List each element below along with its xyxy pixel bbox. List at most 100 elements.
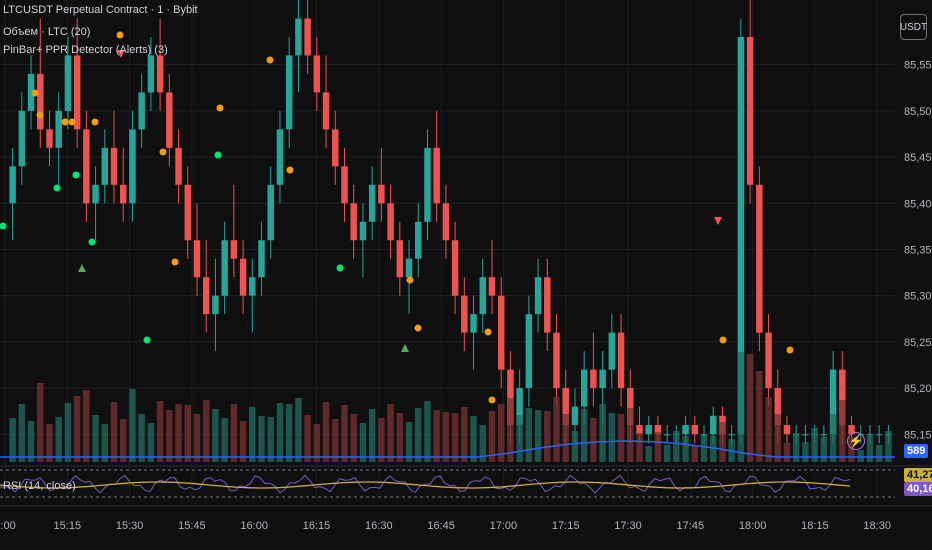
volume-bar — [83, 390, 90, 462]
candle-body — [617, 332, 625, 389]
x-tick-label: 16:00 — [240, 520, 268, 532]
volume-bar — [488, 411, 496, 462]
legend-indicator[interactable]: PinBar+ PPR Detector (Alerts) (3) — [3, 44, 168, 56]
pinbar-orange-marker — [414, 324, 422, 332]
candle-body — [599, 369, 606, 389]
candle-body — [875, 434, 883, 436]
candle-body — [839, 369, 846, 426]
volume-bar — [212, 409, 219, 462]
volume-ma-line — [0, 440, 895, 458]
x-tick-label: 16:15 — [303, 520, 331, 532]
legend-volume[interactable]: Объем · LTC (20) — [3, 26, 91, 38]
volume-bar — [470, 416, 477, 462]
volume-bar — [230, 404, 238, 462]
candle-body — [175, 147, 182, 185]
pinbar-orange-marker — [786, 346, 794, 354]
legend-symbol[interactable]: LTCUSDT Perpetual Contract · 1 · Bybit — [3, 4, 198, 16]
y-tick-label: 85,35 — [904, 244, 932, 256]
candle-body — [368, 184, 376, 222]
volume-bar — [156, 401, 164, 462]
y-tick-label: 85,50 — [904, 106, 932, 118]
candle-body — [221, 240, 228, 296]
volume-bar — [461, 407, 468, 462]
volume-bar — [691, 445, 699, 462]
volume-bar — [571, 431, 579, 462]
candle-body — [627, 388, 634, 426]
volume-bar — [756, 371, 763, 462]
pinbar-green-marker — [0, 222, 7, 230]
candle-body — [415, 221, 422, 259]
volume-bar — [544, 411, 551, 462]
volume-bar — [562, 414, 569, 462]
candle-body — [525, 314, 533, 389]
volume-bar — [64, 403, 72, 462]
volume-bar — [700, 435, 708, 462]
volume-bar — [184, 405, 191, 462]
signal-down-triangle — [714, 217, 722, 225]
candle-body — [378, 184, 385, 204]
volume-bar — [27, 421, 35, 462]
rsi-last-badge: 40,16 — [904, 482, 932, 496]
volume-bar — [92, 415, 99, 462]
candle-body — [202, 277, 210, 315]
volume-bar — [553, 397, 560, 462]
volume-bar — [285, 404, 293, 462]
volume-bar — [129, 389, 136, 462]
legend-rsi[interactable]: RSI (14, close) — [3, 480, 76, 492]
volume-bar — [405, 422, 413, 462]
pinbar-green-marker — [214, 151, 222, 159]
candle-body — [322, 92, 330, 130]
candle-body — [258, 240, 265, 278]
volume-bar — [304, 415, 311, 462]
candle-body — [433, 147, 440, 204]
y-tick-label: 85,30 — [904, 291, 932, 303]
candle-body — [682, 425, 689, 435]
candle-body — [156, 55, 164, 93]
volume-bar — [9, 418, 16, 462]
y-tick-label: 85,25 — [904, 337, 932, 349]
candle-body — [544, 277, 551, 333]
volume-bar — [599, 404, 606, 462]
volume-bar — [654, 432, 662, 462]
candle-body — [424, 147, 431, 222]
x-tick-label: 18:30 — [863, 520, 891, 532]
candle-body — [276, 129, 284, 185]
volume-bar — [627, 408, 634, 462]
x-tick-label: 17:45 — [677, 520, 705, 532]
candle-body — [27, 73, 35, 111]
flash-icon[interactable]: ⚡ — [847, 432, 865, 450]
candle-body — [46, 129, 53, 148]
candle-body — [691, 425, 699, 435]
candle-body — [9, 166, 16, 204]
candle-body — [359, 221, 367, 241]
volume-bar — [580, 409, 588, 462]
candle-body — [746, 36, 754, 185]
volume-bar — [636, 433, 643, 462]
pinbar-orange-marker — [266, 56, 274, 64]
x-tick-label: 15:30 — [116, 520, 144, 532]
currency-unit-button[interactable]: USDT — [900, 14, 927, 40]
candle-body — [451, 240, 459, 296]
volume-bar — [18, 404, 26, 462]
x-tick-label: 18:00 — [739, 520, 767, 532]
volume-bar — [359, 423, 367, 462]
candle-body — [636, 425, 643, 435]
volume-bar — [424, 401, 431, 462]
candle-body — [470, 314, 477, 333]
pinbar-orange-marker — [216, 104, 224, 112]
volume-bar — [202, 400, 210, 462]
candle-body — [230, 240, 238, 259]
candle-body — [553, 332, 560, 389]
volume-bar — [497, 404, 505, 462]
x-tick-label: 16:30 — [365, 520, 393, 532]
candle-body — [820, 434, 828, 436]
candle-body — [138, 92, 145, 130]
volume-bar — [55, 417, 62, 462]
volume-bar — [101, 424, 109, 462]
volume-bar — [341, 405, 348, 462]
volume-bar — [746, 354, 754, 462]
volume-bar — [829, 414, 837, 462]
volume-bar — [378, 418, 385, 462]
volume-bar — [737, 352, 745, 462]
